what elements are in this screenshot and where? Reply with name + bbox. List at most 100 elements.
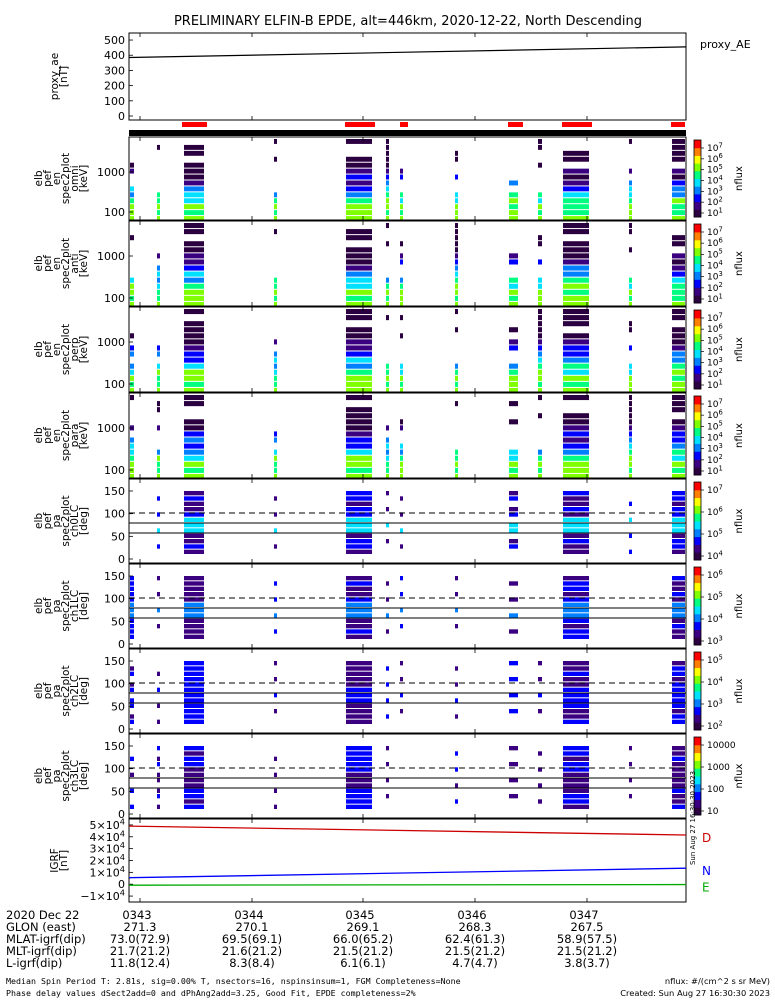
heatmap-cell [672, 309, 685, 315]
colorbar-swatch [694, 193, 701, 203]
heatmap-cell [346, 345, 372, 351]
heatmap-cell [672, 799, 685, 804]
heatmap-cell [130, 613, 134, 618]
heatmap-cell [400, 216, 403, 221]
heatmap-cell [274, 709, 277, 714]
heatmap-cell [184, 289, 204, 295]
heatmap-cell [538, 461, 542, 467]
row-value: 268.3 [459, 920, 492, 934]
colorbar-tick-label: 104 [707, 259, 723, 272]
panel-frame [128, 32, 687, 121]
heatmap-cell [346, 624, 372, 629]
heatmap-cell [563, 351, 589, 357]
heatmap-cell [274, 756, 277, 761]
colorbar-label: nflux [734, 166, 745, 191]
heatmap-cell [184, 778, 204, 783]
colorbar-swatch [694, 521, 701, 530]
row-value: 4.7(4.7) [452, 956, 498, 970]
heatmap-cell [157, 544, 160, 549]
heatmap-cell [157, 687, 160, 692]
heatmap-cell [346, 407, 372, 413]
y-tick-label: −1×104 [80, 888, 125, 903]
heatmap-cell [400, 295, 403, 301]
row-value: 0343 [122, 908, 151, 922]
heatmap-cell [130, 687, 134, 692]
heatmap-cell [274, 613, 277, 618]
heatmap-cell [130, 168, 134, 174]
heatmap-cell [455, 241, 458, 247]
heatmap-cell [509, 507, 518, 512]
colorbar-tick-label: 103 [707, 185, 723, 198]
heatmap-cell [346, 714, 372, 719]
heatmap-cell [346, 395, 372, 401]
heatmap-cell [629, 501, 632, 506]
heatmap-cell [509, 210, 518, 216]
heatmap-cell [386, 507, 389, 512]
heatmap-cell [455, 301, 458, 307]
colorbar-tick-label: 105 [707, 590, 723, 603]
heatmap-cell [184, 693, 204, 698]
heatmap-cell [157, 407, 160, 413]
heatmap-cell [538, 449, 542, 455]
igrf-legend-E: E [702, 881, 710, 895]
y-axis-label: [nT] [58, 850, 70, 871]
heatmap-cell [274, 387, 277, 393]
heatmap-cell [400, 363, 403, 369]
heatmap-cell [538, 767, 542, 772]
heatmap-cell [672, 192, 685, 198]
heatmap-cell [386, 216, 389, 221]
heatmap-cell [130, 375, 134, 381]
heatmap-cell [629, 180, 632, 186]
colorbar-swatch [694, 147, 701, 156]
heatmap-cell [672, 363, 685, 369]
heatmap-cell [400, 315, 403, 321]
heatmap-cell [563, 682, 589, 687]
row-value: 0347 [569, 908, 598, 922]
row-value: 6.1(6.1) [340, 956, 386, 970]
heatmap-cell [629, 363, 632, 369]
colorbar-swatch [694, 574, 701, 584]
heatmap-cell [672, 180, 685, 186]
heatmap-cell [455, 247, 458, 253]
heatmap-cell [386, 714, 389, 719]
heatmap-cell [184, 467, 204, 473]
heatmap-cell [400, 259, 403, 265]
heatmap-cell [455, 682, 458, 687]
heatmap-cell [386, 375, 389, 381]
heatmap-cell [184, 804, 204, 809]
heatmap-cell [184, 295, 204, 301]
heatmap-cell [346, 528, 372, 533]
colorbar-swatch [694, 791, 701, 800]
y-axis-label: [deg] [78, 677, 90, 705]
heatmap-cell [538, 345, 542, 351]
x-axis-table: 2020 Dec 22 0343 0344 0345 0346 0347 GLON (eas… [6, 908, 617, 970]
heatmap-cell [455, 576, 458, 581]
colorbar-swatch [694, 760, 701, 769]
heatmap-cell [157, 381, 160, 387]
colorbar-swatch [694, 419, 701, 429]
colorbar-swatch [694, 737, 701, 746]
heatmap-cell [629, 517, 632, 522]
heatmap-cell [346, 602, 372, 607]
heatmap-cell [563, 339, 589, 345]
heatmap-cell [455, 271, 458, 277]
colorbar-tick-label: 103 [707, 270, 723, 283]
heatmap-cell [184, 783, 204, 788]
heatmap-cell [346, 698, 372, 703]
heatmap-cell [386, 746, 389, 751]
heatmap-cell [509, 496, 518, 501]
heatmap-cell [184, 539, 204, 544]
heatmap-cell [184, 150, 204, 156]
heatmap-cell [184, 671, 204, 676]
y-tick-label: 100 [104, 678, 125, 691]
heatmap-cell [400, 168, 403, 174]
heatmap-cell [455, 608, 458, 613]
row-value: 21.7(21.2) [110, 944, 170, 958]
heatmap-cell [455, 210, 458, 216]
heatmap-cell [386, 778, 389, 783]
heatmap-cell [346, 375, 372, 381]
heatmap-cell [130, 192, 134, 198]
heatmap-cell [274, 455, 277, 461]
heatmap-cell [400, 693, 403, 698]
